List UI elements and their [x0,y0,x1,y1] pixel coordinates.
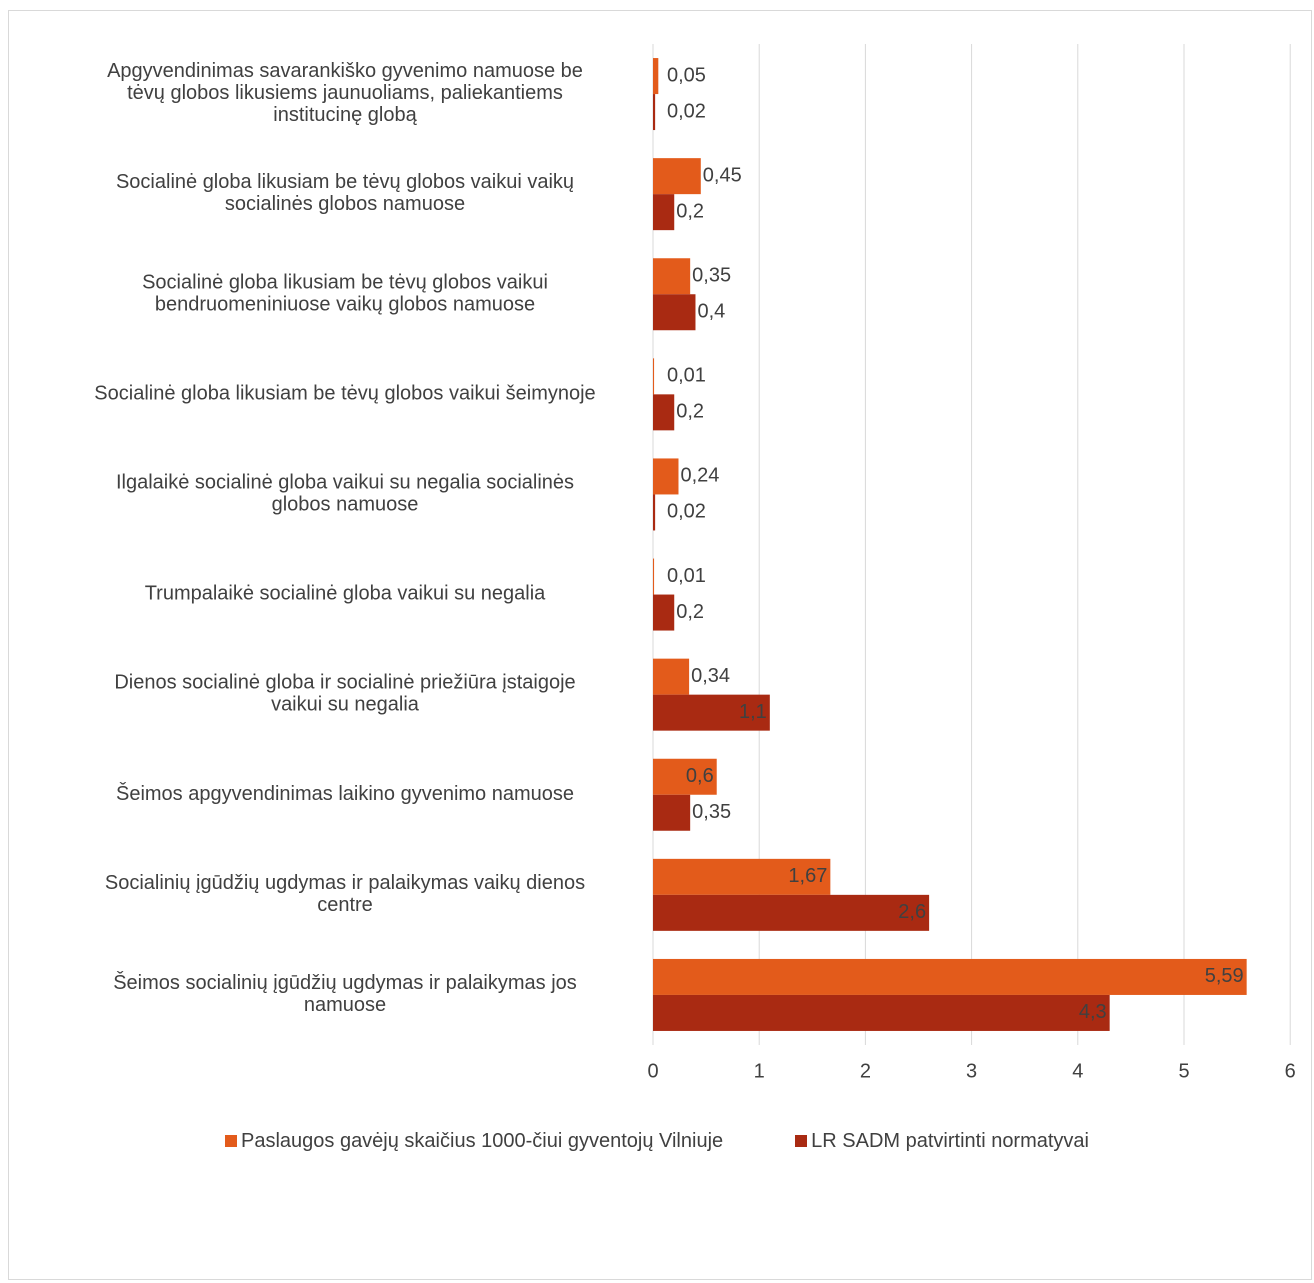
category-label: Socialinė globa likusiam be tėvų globos … [142,272,548,316]
category-label-line: centre [317,894,373,916]
category-label-line: Trumpalaikė socialinė globa vaikui su ne… [145,583,546,605]
bar-sadm [653,894,930,931]
category-label: Dienos socialinė globa ir socialinė prie… [114,672,575,716]
legend-item-vilnius: Paslaugos gavėjų skaičius 1000-čiui gyve… [224,1129,724,1153]
category-label-line: Socialinė globa likusiam be tėvų globos … [142,272,548,294]
category-label-line: tėvų globos likusiems jaunuoliams, palie… [127,82,563,104]
bar-vilnius [653,358,655,395]
legend-label-vilnius: Paslaugos gavėjų skaičius 1000-čiui gyve… [240,1129,724,1152]
bar-vilnius [653,758,717,795]
bars [653,58,1247,1031]
bar-sadm [653,194,675,231]
category-label: Šeimos apgyvendinimas laikino gyvenimo n… [116,782,574,805]
category-labels: Apgyvendinimas savarankiško gyvenimo nam… [94,60,595,1016]
legend-swatch-sadm [795,1135,808,1147]
data-label-sadm: 1,1 [739,701,767,723]
category-label-line: Šeimos socialinių įgūdžių ugdymas ir pal… [113,971,577,994]
data-label-sadm: 0,2 [676,401,704,423]
x-tick-label: 0 [647,1060,658,1082]
category-label: Socialinė globa likusiam be tėvų globos … [94,383,595,405]
category-label-line: bendruomeniniuose vaikų globos namuose [155,294,535,316]
category-label-line: vaikui su negalia [271,694,420,716]
legend-item-sadm: LR SADM patvirtinti normatyvai [795,1130,1089,1153]
bar-vilnius [653,458,679,495]
bar-sadm [653,794,691,831]
bar-sadm [653,494,656,531]
x-tick-label: 6 [1285,1060,1296,1082]
data-label-vilnius: 5,59 [1205,965,1244,987]
data-label-vilnius: 0,05 [667,64,706,86]
bar-vilnius [653,958,1247,995]
category-label: Trumpalaikė socialinė globa vaikui su ne… [145,583,546,605]
category-label-line: Šeimos apgyvendinimas laikino gyvenimo n… [116,782,574,805]
data-label-vilnius: 0,34 [691,665,730,687]
category-label-line: namuose [304,994,386,1016]
bar-vilnius [653,58,659,95]
category-label-line: Ilgalaikė socialinė globa vaikui su nega… [116,472,574,494]
data-labels: 0,05 0,02 0,45 0,2 0,35 0,4 0,01 0,2 0,24 0,02 0,0… [667,64,1244,1023]
data-label-vilnius: 1,67 [788,865,827,887]
data-label-vilnius: 0,24 [680,465,719,487]
bar-sadm [653,294,696,331]
bar-vilnius [653,658,690,695]
legend-swatch-vilnius [224,1135,237,1147]
category-label-line: Apgyvendinimas savarankiško gyvenimo nam… [107,60,583,82]
bar-sadm [653,94,656,131]
category-label: Socialinių įgūdžių ugdymas ir palaikymas… [105,872,585,916]
x-tick-label: 5 [1178,1060,1189,1082]
category-label-line: Socialinių įgūdžių ugdymas ir palaikymas… [105,872,585,894]
legend-label-sadm: LR SADM patvirtinti normatyvai [811,1129,1090,1152]
category-label-line: socialinės globos namuose [225,193,465,215]
category-label: Socialinė globa likusiam be tėvų globos … [116,171,574,215]
data-label-sadm: 4,3 [1079,1001,1107,1023]
category-label-line: globos namuose [272,494,419,516]
category-label-line: Dienos socialinė globa ir socialinė prie… [114,672,575,694]
data-label-sadm: 0,4 [697,301,725,323]
x-tick-label: 2 [860,1060,871,1082]
bar-sadm [653,694,770,731]
data-label-sadm: 0,35 [692,801,731,823]
data-label-vilnius: 0,35 [692,265,731,287]
category-label-line: Socialinė globa likusiam be tėvų globos … [116,171,574,193]
data-label-vilnius: 0,6 [686,765,714,787]
data-label-vilnius: 0,01 [667,565,706,587]
bar-vilnius [653,858,831,895]
x-axis-ticks: 0 1 2 3 4 5 6 [647,1060,1295,1082]
data-label-sadm: 0,2 [676,200,704,222]
data-label-vilnius: 0,45 [703,164,742,186]
bar-vilnius [653,158,701,195]
x-tick-label: 4 [1072,1060,1083,1082]
data-label-sadm: 0,2 [676,601,704,623]
bar-sadm [653,394,675,431]
data-label-vilnius: 0,01 [667,365,706,387]
x-tick-label: 1 [754,1060,765,1082]
category-label-line: institucinę globą [273,104,417,126]
category-label: Šeimos socialinių įgūdžių ugdymas ir pal… [113,971,577,1016]
bar-sadm [653,594,675,631]
data-label-sadm: 0,02 [667,501,706,523]
data-label-sadm: 0,02 [667,100,706,122]
bar-sadm [653,994,1110,1031]
bar-vilnius [653,558,655,595]
bar-vilnius [653,258,691,295]
category-label: Apgyvendinimas savarankiško gyvenimo nam… [107,60,583,126]
category-label: Ilgalaikė socialinė globa vaikui su nega… [116,472,574,516]
x-tick-label: 3 [966,1060,977,1082]
data-label-sadm: 2,6 [898,901,926,923]
category-label-line: Socialinė globa likusiam be tėvų globos … [94,383,595,405]
legend: Paslaugos gavėjų skaičius 1000-čiui gyve… [0,1128,1314,1154]
